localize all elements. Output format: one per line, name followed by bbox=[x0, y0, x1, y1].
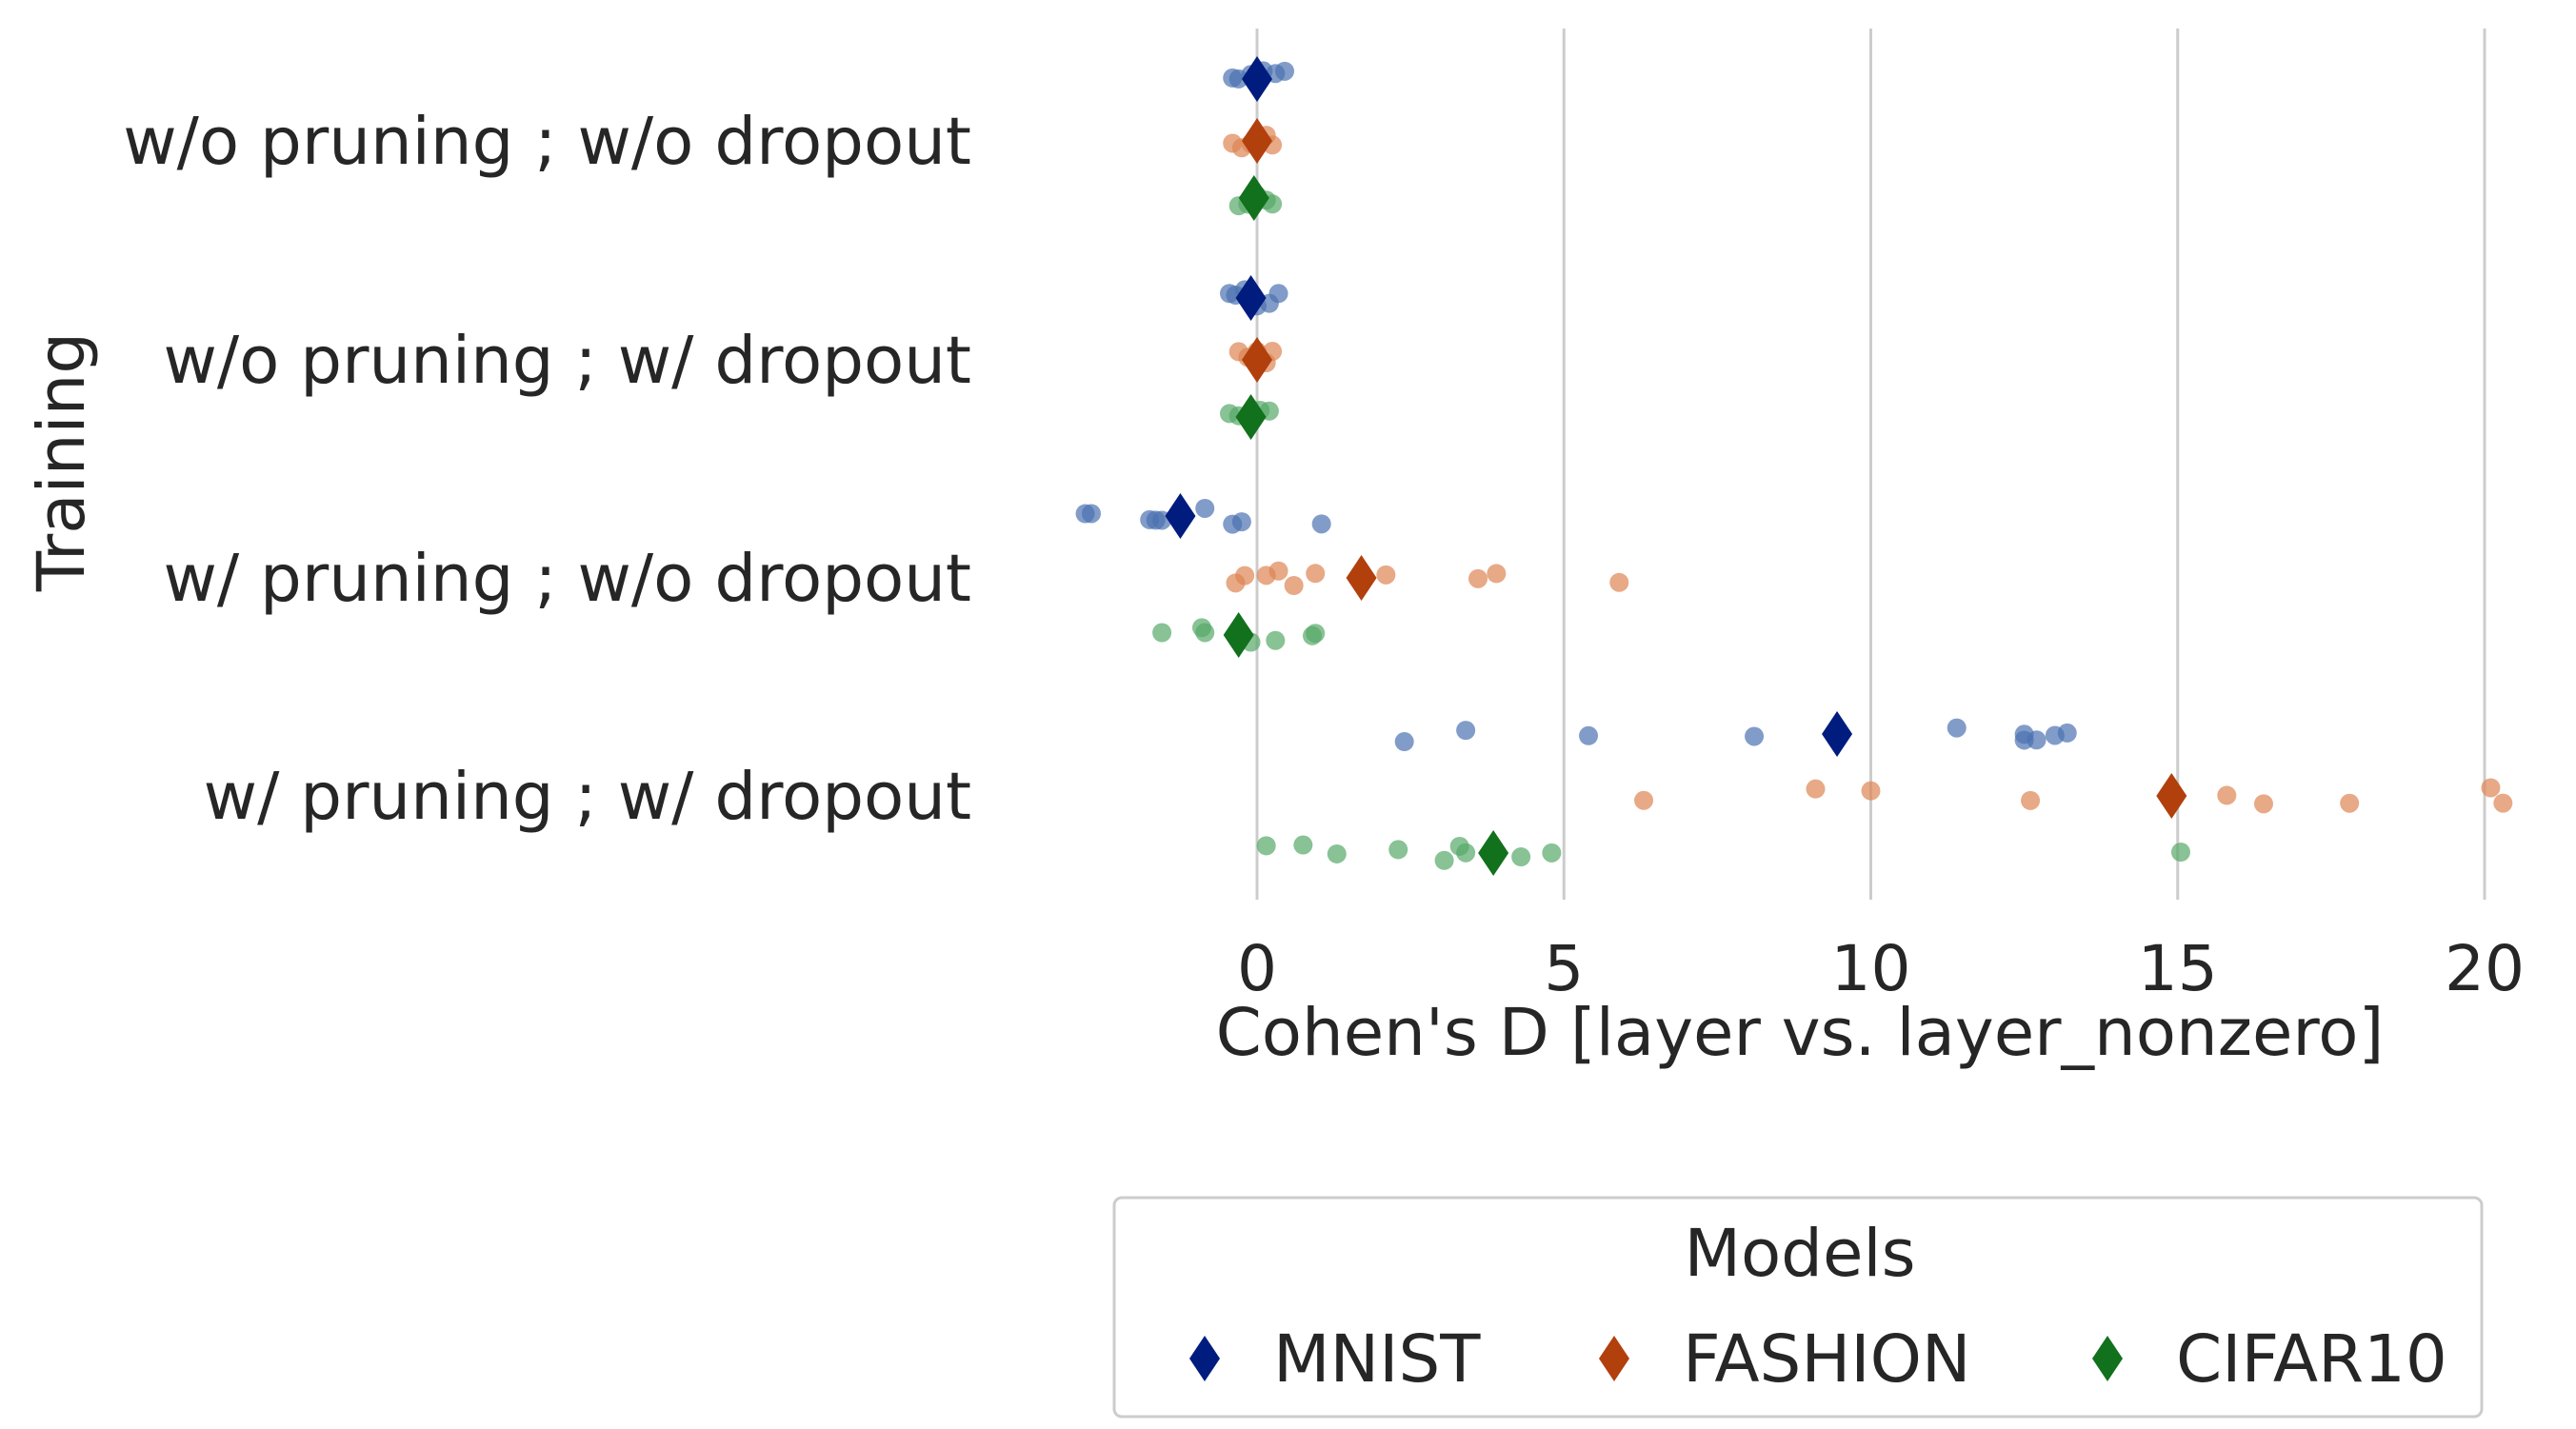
x-tick-label: 0 bbox=[1237, 932, 1277, 1005]
grid-lines bbox=[1255, 29, 2486, 900]
data-point bbox=[1268, 284, 1288, 304]
mean-marker bbox=[2156, 773, 2187, 819]
data-point bbox=[1456, 721, 1476, 741]
data-point bbox=[1231, 512, 1251, 532]
data-point bbox=[1861, 781, 1881, 801]
mean-marker bbox=[1242, 118, 1272, 164]
data-point bbox=[1195, 498, 1215, 518]
data-point bbox=[1947, 718, 1967, 738]
x-tick-label: 20 bbox=[2445, 932, 2525, 1005]
y-tick-label: w/ pruning ; w/ dropout bbox=[204, 759, 971, 835]
mean-marker bbox=[1238, 175, 1269, 221]
data-point bbox=[2253, 794, 2273, 814]
data-point bbox=[1487, 564, 1507, 584]
mean-marker bbox=[1235, 275, 1267, 321]
legend-marker bbox=[1599, 1336, 1629, 1381]
mean-marker bbox=[1242, 337, 1272, 383]
legend-label: FASHION bbox=[1683, 1321, 1971, 1398]
data-point bbox=[1745, 726, 1765, 746]
legend-marker bbox=[2092, 1336, 2123, 1381]
data-point bbox=[1275, 61, 1295, 81]
legend-frame bbox=[1112, 1196, 2484, 1419]
data-point bbox=[1634, 790, 1654, 810]
data-point bbox=[1388, 840, 1408, 860]
legend: Models MNIST FASHION CIFAR10 bbox=[1112, 1196, 2484, 1419]
data-point bbox=[1306, 624, 1326, 644]
data-point bbox=[2481, 778, 2501, 798]
data-point bbox=[1806, 779, 1826, 799]
data-point bbox=[1306, 564, 1326, 584]
data-point bbox=[1434, 850, 1454, 870]
mean-marker bbox=[1346, 555, 1377, 601]
legend-items: MNIST FASHION CIFAR10 bbox=[1189, 1321, 2447, 1398]
data-point bbox=[1609, 572, 1629, 592]
data-point bbox=[1284, 575, 1304, 595]
mean-marker bbox=[1822, 711, 1853, 757]
x-tick-label: 15 bbox=[2138, 932, 2218, 1005]
data-point bbox=[1579, 725, 1599, 745]
data-point bbox=[1311, 514, 1331, 534]
mean-marker bbox=[1235, 394, 1267, 440]
data-points bbox=[1075, 61, 2513, 870]
data-point bbox=[2493, 793, 2513, 813]
data-point bbox=[2340, 793, 2360, 813]
data-point bbox=[1152, 623, 1172, 643]
data-point bbox=[2057, 723, 2077, 743]
data-point bbox=[2217, 785, 2237, 805]
legend-title: Models bbox=[1684, 1216, 1915, 1292]
data-point bbox=[2170, 843, 2190, 863]
data-point bbox=[1268, 561, 1288, 581]
mean-markers bbox=[1165, 56, 2187, 876]
data-point bbox=[2027, 730, 2047, 750]
data-point bbox=[1266, 630, 1286, 650]
data-point bbox=[1376, 565, 1396, 585]
mean-marker bbox=[1242, 56, 1272, 102]
mean-marker bbox=[1165, 493, 1196, 539]
data-point bbox=[1327, 844, 1347, 863]
x-axis-label: Cohen's D [layer vs. layer_nonzero] bbox=[1216, 995, 2385, 1071]
data-point bbox=[2021, 790, 2041, 810]
y-tick-label: w/o pruning ; w/o dropout bbox=[123, 104, 971, 180]
x-tick-label: 10 bbox=[1831, 932, 1911, 1005]
mean-marker bbox=[1223, 612, 1254, 658]
y-tick-label: w/o pruning ; w/ dropout bbox=[163, 323, 971, 399]
data-point bbox=[1256, 836, 1276, 856]
data-point bbox=[1235, 566, 1255, 585]
data-point bbox=[1511, 847, 1531, 867]
data-point bbox=[1456, 843, 1476, 863]
data-point bbox=[1394, 732, 1414, 752]
data-point bbox=[1468, 568, 1488, 588]
data-point bbox=[1081, 504, 1101, 524]
data-point bbox=[1293, 835, 1313, 855]
x-tick-labels: 0 5 10 15 20 bbox=[1237, 932, 2525, 1005]
y-axis-label: Training bbox=[24, 332, 100, 592]
data-point bbox=[1542, 843, 1562, 863]
y-tick-label: w/ pruning ; w/o dropout bbox=[163, 541, 971, 617]
legend-label: CIFAR10 bbox=[2176, 1321, 2447, 1398]
legend-marker bbox=[1189, 1336, 1220, 1381]
legend-label: MNIST bbox=[1273, 1321, 1481, 1398]
data-point bbox=[1195, 623, 1215, 643]
mean-marker bbox=[1478, 830, 1509, 876]
x-tick-label: 5 bbox=[1544, 932, 1584, 1005]
y-tick-labels: w/o pruning ; w/o dropout w/o pruning ; w… bbox=[123, 104, 971, 835]
